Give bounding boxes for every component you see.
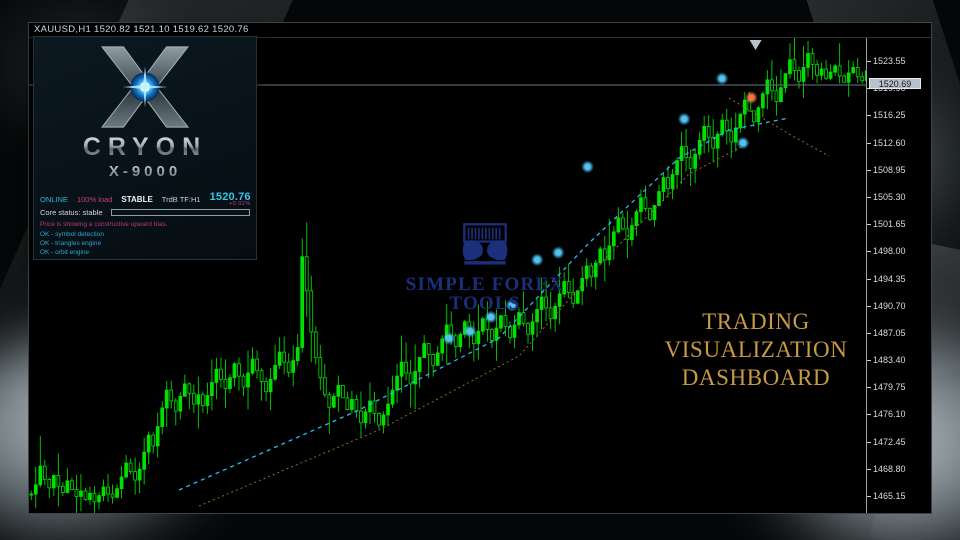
orb-marker [509, 302, 515, 308]
orb-marker [555, 250, 561, 256]
bias-message: Price is showing a constructive upward b… [40, 221, 168, 228]
trend-line [178, 117, 790, 491]
status-timeframe: TrdB TF:H1 [161, 194, 201, 204]
chart-symbol-header: XAUUSD,H1 1520.82 1521.10 1519.62 1520.7… [29, 23, 931, 38]
price-tick: 1498.00 [867, 246, 931, 257]
headline: TRADING VISUALIZATION DASHBOARD [650, 308, 862, 392]
orb-marker [488, 314, 494, 320]
tick-mark [867, 196, 871, 198]
price-tick: 1487.05 [867, 328, 931, 339]
headline-line-1: TRADING [702, 309, 810, 334]
status-load: 100% load [76, 194, 113, 204]
orb-marker [446, 335, 452, 342]
brand-model: X-9000 [34, 163, 256, 180]
tick-mark [867, 115, 871, 117]
price-tick: 1516.25 [867, 110, 931, 121]
price-tick: 1501.65 [867, 219, 931, 230]
headline-line-3: DASHBOARD [681, 365, 831, 390]
tick-mark [867, 414, 871, 416]
price-tick: 1523.55 [867, 56, 931, 67]
cryon-overlay-panel: CRYON X-9000 ONLINE 100% load STABLE Trd… [33, 36, 257, 260]
price-scale-axis[interactable]: 1523.551519.901516.251512.601508.951505.… [866, 38, 931, 513]
tick-mark [867, 305, 871, 307]
price-tick: 1508.95 [867, 165, 931, 176]
price-tick: 1472.45 [867, 437, 931, 448]
status-row: ONLINE 100% load STABLE TrdB TF:H1 1520.… [34, 187, 256, 208]
tick-mark [867, 224, 871, 226]
tick-mark [867, 278, 871, 280]
panel-price-value: 1520.76 [209, 191, 251, 203]
price-tick: 1494.35 [867, 274, 931, 285]
down-arrow-icon [749, 40, 762, 50]
orb-marker [534, 257, 540, 263]
orb-marker [585, 164, 591, 170]
orb-marker [748, 95, 755, 101]
tick-mark [867, 169, 871, 171]
tick-mark [867, 61, 871, 62]
current-price-tag: 1520.69 [869, 78, 921, 90]
orb-marker [719, 75, 725, 82]
price-tick: 1476.10 [867, 409, 931, 420]
diagnostics-list: Price is showing a constructive upward b… [34, 217, 256, 257]
status-stability: STABLE [121, 194, 153, 204]
price-tick: 1490.70 [867, 301, 931, 312]
diagnostic-check: OK - orbit engine [40, 249, 90, 256]
price-tick: 1512.60 [867, 138, 931, 149]
brand-name: CRYON [34, 133, 256, 162]
price-tick: 1479.75 [867, 382, 931, 393]
logo-area: CRYON X-9000 [34, 37, 256, 187]
tick-mark [867, 387, 871, 389]
tick-mark [867, 468, 871, 470]
core-status-label: Core status: stable [40, 208, 103, 217]
resistance-line [728, 97, 830, 157]
core-progress-bar [110, 209, 250, 216]
tick-mark [867, 142, 871, 144]
panel-price-change: +0.02% [228, 201, 251, 207]
diagnostic-check: OK - symbol detection [40, 231, 104, 238]
orb-marker [740, 140, 746, 146]
price-series-svg [29, 38, 867, 513]
panel-price: 1520.76 +0.02% [210, 191, 251, 207]
price-tick: 1468.80 [867, 464, 931, 475]
x-logo-icon [100, 46, 190, 128]
diagnostic-check: OK - triangles engine [40, 240, 102, 247]
core-status-row: Core status: stable [34, 208, 256, 217]
status-online: ONLINE [40, 194, 68, 204]
orb-marker [681, 116, 687, 122]
tick-mark [867, 441, 871, 443]
headline-line-2: VISUALIZATION [664, 337, 848, 362]
price-tick: 1505.30 [867, 192, 931, 203]
tick-mark [867, 360, 871, 362]
tick-mark [867, 251, 871, 253]
tick-mark [867, 496, 871, 497]
price-tick: 1465.15 [867, 491, 931, 502]
price-tick: 1483.40 [867, 355, 931, 366]
tick-mark [867, 332, 871, 334]
orb-marker [467, 328, 473, 334]
